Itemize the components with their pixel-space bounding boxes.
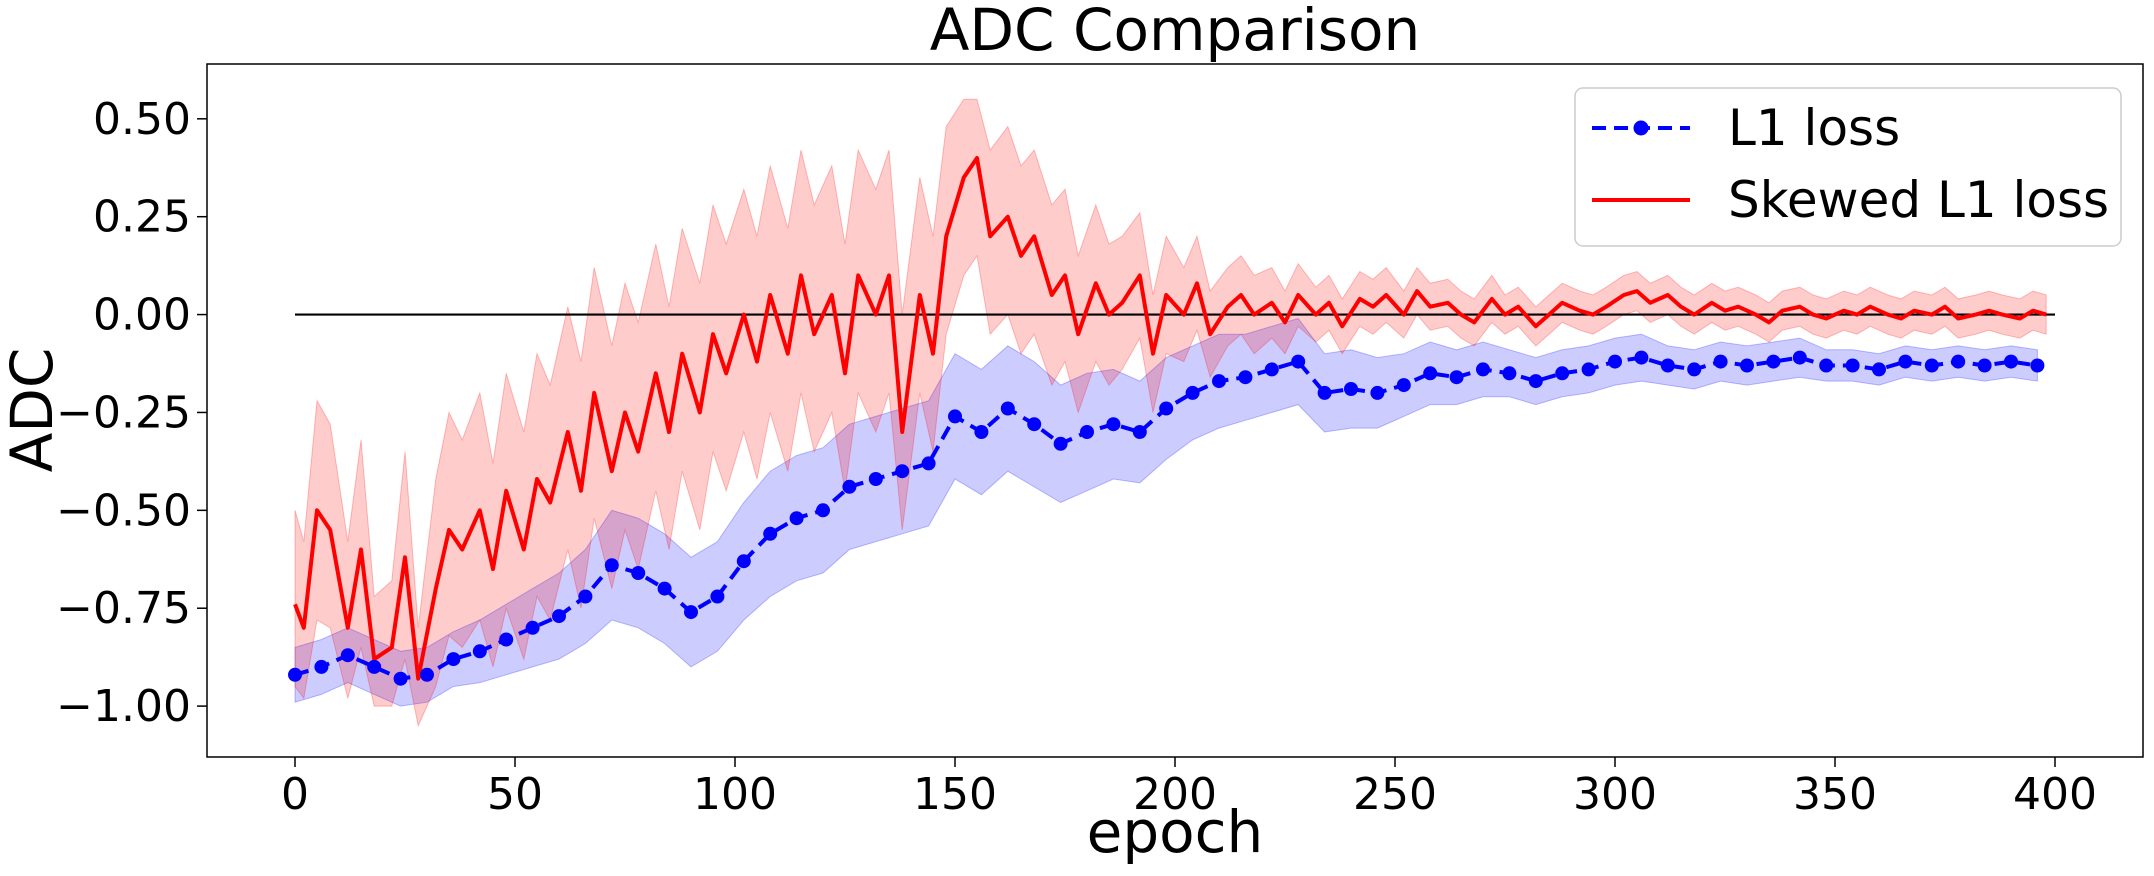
x-tick-label: 400	[2013, 769, 2097, 820]
l1-loss-point	[367, 659, 382, 674]
l1-loss-point	[1951, 354, 1966, 369]
x-tick-label: 100	[693, 769, 777, 820]
l1-loss-point	[1502, 366, 1517, 381]
x-axis-ticks: 0 50 100 150 200 250 300 350 400	[281, 757, 2097, 820]
l1-loss-point	[1555, 366, 1570, 381]
skewed-l1-loss-line	[293, 156, 2047, 681]
l1-loss-point	[1212, 374, 1226, 389]
l1-loss-point	[657, 581, 672, 596]
l1-loss-point	[1080, 425, 1094, 439]
l1-loss-point	[1423, 366, 1438, 381]
l1-loss-point	[763, 526, 778, 541]
l1-loss-point	[1027, 417, 1042, 432]
l1-loss-point	[736, 554, 751, 569]
l1-loss-point	[816, 503, 830, 518]
l1-loss-point	[1687, 362, 1702, 377]
legend-box	[1574, 87, 2122, 247]
x-tick-label: 0	[281, 769, 309, 820]
y-tick-label: 0.00	[93, 290, 191, 341]
l1-loss-point	[1106, 417, 1121, 432]
l1-loss-point	[1317, 385, 1332, 400]
l1-loss-point	[1396, 378, 1411, 393]
l1-loss-point	[895, 464, 910, 479]
x-tick-label: 250	[1353, 769, 1437, 820]
skewed-l1-loss-band	[294, 98, 2047, 728]
x-axis-title: epoch	[1087, 798, 1264, 866]
l1-loss-point	[1000, 401, 1015, 416]
l1-loss-point	[1132, 425, 1147, 439]
l1-loss-point	[1528, 374, 1543, 389]
l1-loss-point	[578, 589, 593, 604]
l1-loss-point	[1370, 385, 1385, 400]
l1-loss-point	[1977, 358, 1992, 373]
l1-loss-point	[921, 456, 936, 471]
l1-loss-point	[604, 558, 619, 573]
l1-loss-point	[1819, 358, 1834, 373]
l1-loss-point	[1634, 350, 1649, 365]
l1-loss-point	[340, 648, 355, 663]
l1-loss-point	[2030, 358, 2045, 373]
legend-l1-loss-marker	[1633, 120, 1649, 136]
y-axis-title: ADC	[0, 348, 66, 473]
l1-loss-point	[288, 667, 302, 682]
x-tick-label: 300	[1573, 769, 1657, 820]
l1-loss-point	[868, 472, 883, 486]
x-tick-label: 150	[913, 769, 997, 820]
y-tick-label: −1.00	[56, 681, 191, 732]
x-tick-label: 200	[1133, 769, 1217, 820]
l1-loss-point	[1053, 436, 1068, 451]
l1-loss-point	[631, 566, 646, 580]
l1-loss-point	[552, 609, 566, 624]
l1-loss-point	[1660, 358, 1675, 373]
l1-loss-point	[1766, 354, 1781, 369]
l1-loss-point	[1792, 350, 1807, 365]
l1-loss-point	[1185, 385, 1200, 400]
l1-loss-point	[1924, 358, 1939, 373]
l1-loss-point	[710, 589, 725, 604]
confidence-bands	[294, 98, 2047, 728]
l1-loss-point	[1713, 354, 1728, 369]
chart-title: ADC Comparison	[930, 0, 1421, 64]
x-tick-label: 350	[1793, 769, 1877, 820]
l1-loss-point	[842, 479, 857, 494]
l1-loss-point	[1581, 362, 1596, 377]
l1-loss-band	[294, 317, 2038, 707]
y-tick-label: −0.75	[56, 583, 191, 634]
legend: L1 loss Skewed L1 loss	[1574, 87, 2122, 247]
l1-loss-point	[314, 659, 329, 674]
l1-loss-point	[1291, 354, 1306, 369]
l1-loss-point	[684, 605, 698, 620]
l1-loss-point	[525, 620, 540, 635]
l1-loss-point	[948, 409, 962, 424]
l1-loss-point	[1740, 358, 1754, 373]
l1-loss-point	[789, 511, 804, 526]
l1-loss-point	[393, 671, 408, 686]
y-tick-label: −0.50	[56, 485, 191, 536]
l1-loss-point	[974, 425, 989, 439]
y-tick-label: 0.25	[93, 192, 191, 243]
x-tick-label: 50	[487, 769, 543, 820]
l1-loss-point	[1449, 370, 1464, 385]
legend-skewed-l1-loss-label: Skewed L1 loss	[1728, 171, 2109, 229]
l1-loss-point	[1159, 401, 1174, 416]
l1-loss-point	[499, 632, 514, 647]
y-tick-label: 0.50	[93, 94, 191, 145]
legend-l1-loss-label: L1 loss	[1728, 99, 1900, 157]
l1-loss-point	[1264, 362, 1279, 377]
l1-loss-point	[2004, 354, 2018, 369]
series-markers	[288, 350, 2045, 686]
l1-loss-point	[1872, 362, 1886, 377]
l1-loss-point	[1898, 354, 1913, 369]
l1-loss-point	[1845, 358, 1860, 373]
l1-loss-point	[1238, 370, 1253, 385]
l1-loss-point	[1608, 354, 1622, 369]
l1-loss-point	[446, 652, 461, 667]
l1-loss-point	[472, 644, 487, 659]
y-tick-label: −0.25	[56, 387, 191, 438]
l1-loss-point	[1344, 382, 1358, 396]
y-axis-ticks: 0.50 0.25 0.00 −0.25 −0.50 −0.75 −1.00	[56, 94, 207, 732]
l1-loss-point	[420, 667, 434, 682]
l1-loss-point	[1476, 362, 1490, 377]
